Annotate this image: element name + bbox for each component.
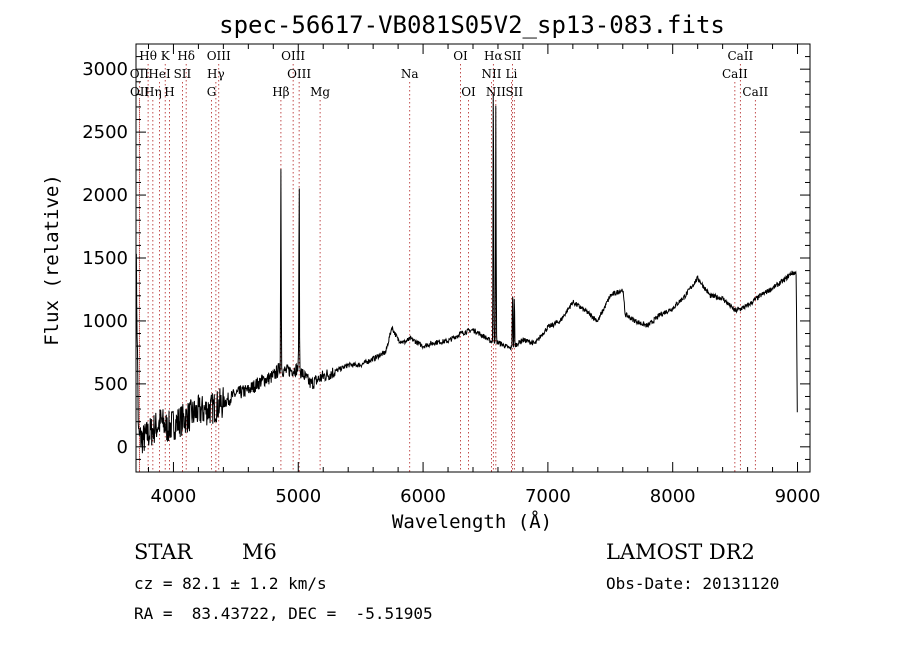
coordinates: RA = 83.43722, DEC = -5.51905 xyxy=(134,604,433,623)
line-marker-label: Hθ xyxy=(139,49,157,63)
line-marker-label: SII xyxy=(505,85,523,99)
y-axis-ticks: 0 500 1000 1500 2000 2500 3000 xyxy=(82,56,810,460)
x-tick-label: 5000 xyxy=(275,486,321,507)
line-marker-label: OIII xyxy=(281,49,305,63)
y-axis-label: Flux (relative) xyxy=(41,174,63,346)
y-tick-label: 2500 xyxy=(82,122,128,143)
line-marker-label: Mg xyxy=(310,85,330,99)
line-marker-label: SII xyxy=(174,67,192,81)
survey-name: LAMOST DR2 xyxy=(606,540,755,564)
line-marker-label: Hγ xyxy=(207,67,225,81)
line-marker-label: Na xyxy=(401,67,419,81)
y-tick-label: 1500 xyxy=(82,248,128,269)
x-axis-ticks: 4000 5000 6000 7000 8000 9000 xyxy=(147,44,821,507)
line-marker-label: OI xyxy=(461,85,476,99)
line-marker-label: CaII xyxy=(722,67,748,81)
line-marker-label: OI xyxy=(453,49,468,63)
x-tick-label: 6000 xyxy=(400,486,446,507)
line-marker-label: HeI xyxy=(148,67,171,81)
line-marker-label: Hα xyxy=(484,49,503,63)
line-marker-label: OIII xyxy=(287,67,311,81)
y-tick-label: 2000 xyxy=(82,185,128,206)
plot-frame xyxy=(135,43,811,473)
line-markers xyxy=(138,64,756,472)
line-marker-label: H xyxy=(164,85,174,99)
line-marker-label: SII xyxy=(504,49,522,63)
line-marker-label: NII xyxy=(486,85,506,99)
x-tick-label: 8000 xyxy=(650,486,696,507)
line-marker-label: Hη xyxy=(144,85,162,99)
line-marker-label: CaII xyxy=(742,85,768,99)
line-marker-label: G xyxy=(207,85,217,99)
line-marker-label: CaII xyxy=(727,49,753,63)
line-marker-label: OIII xyxy=(207,49,231,63)
observation-date: Obs-Date: 20131120 xyxy=(606,574,780,593)
line-marker-label: K xyxy=(161,49,171,63)
x-tick-label: 9000 xyxy=(775,486,821,507)
object-subclass: M6 xyxy=(242,540,277,564)
x-tick-label: 7000 xyxy=(525,486,571,507)
y-tick-label: 3000 xyxy=(82,59,128,80)
y-tick-label: 1000 xyxy=(82,311,128,332)
line-marker-label: Hβ xyxy=(272,85,289,99)
spectrum-line xyxy=(135,94,798,454)
line-marker-label: OII xyxy=(130,85,150,99)
line-marker-label: Hδ xyxy=(177,49,195,63)
line-marker-label: OII xyxy=(130,67,150,81)
line-marker-label: NII xyxy=(481,67,501,81)
x-tick-label: 4000 xyxy=(151,486,197,507)
x-axis-label: Wavelength (Å) xyxy=(392,510,552,533)
redshift-value: cz = 82.1 ± 1.2 km/s xyxy=(134,574,327,593)
line-marker-label: Li xyxy=(506,67,518,81)
y-tick-label: 500 xyxy=(94,374,128,395)
y-tick-label: 0 xyxy=(117,437,128,458)
object-type: STAR xyxy=(134,540,193,564)
chart-title: spec-56617-VB081S05V2_sp13-083.fits xyxy=(219,11,725,39)
